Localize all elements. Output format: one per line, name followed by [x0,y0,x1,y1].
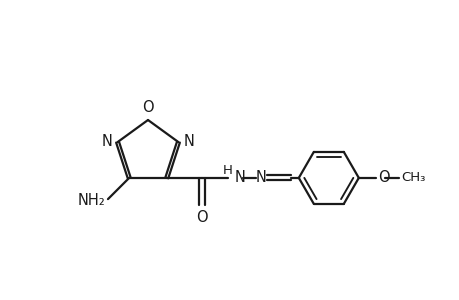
Text: N: N [234,170,245,185]
Text: N: N [183,134,194,148]
Text: H: H [223,164,232,177]
Text: O: O [377,170,389,185]
Text: N: N [255,170,266,185]
Text: CH₃: CH₃ [400,171,424,184]
Text: O: O [196,210,207,225]
Text: O: O [142,100,153,115]
Text: N: N [101,134,112,148]
Text: NH₂: NH₂ [77,193,105,208]
